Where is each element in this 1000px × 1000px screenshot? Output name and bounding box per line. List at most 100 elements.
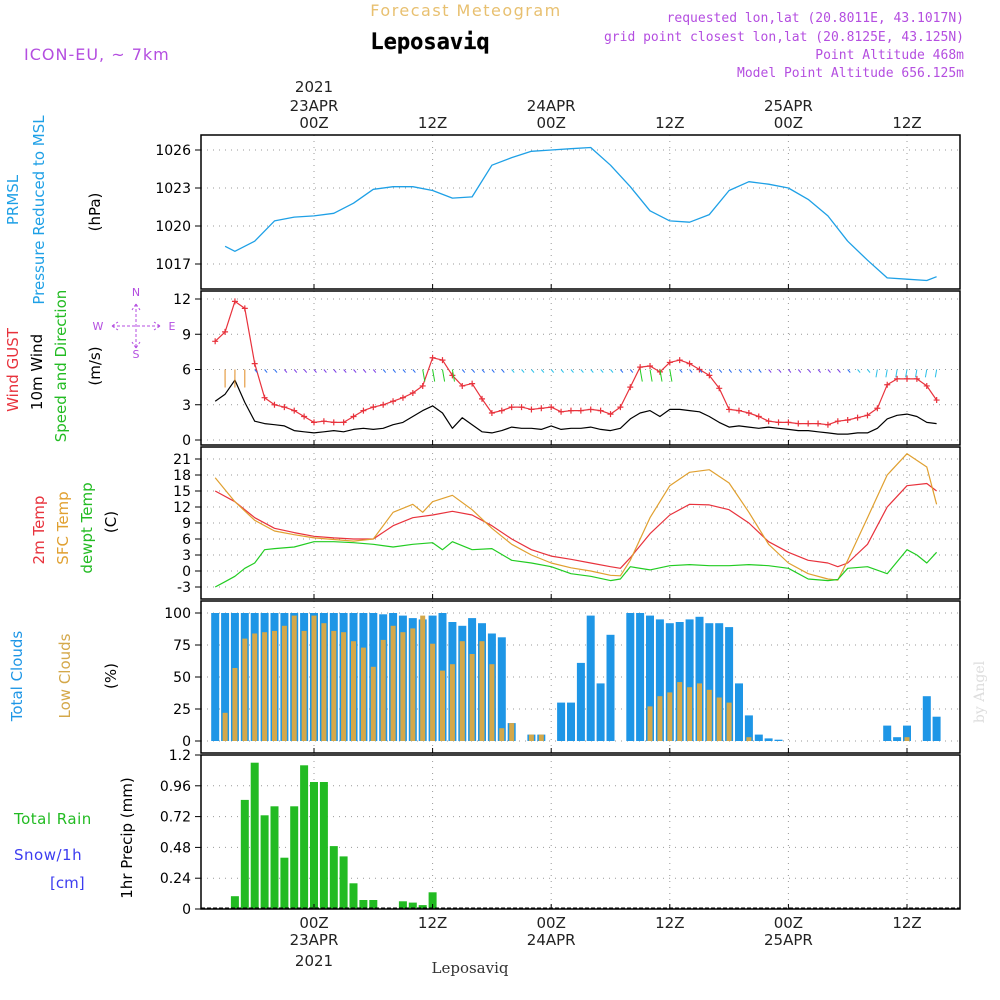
wind-direction-arrow	[679, 369, 683, 373]
wind-direction-arrow	[412, 369, 416, 373]
requested-coords: requested lon,lat (20.8011E, 43.1017N)	[667, 11, 964, 26]
point-altitude: Point Altitude 468m	[815, 48, 964, 63]
wind-gust-point	[706, 372, 713, 379]
low-clouds-bar	[489, 664, 495, 741]
wind-direction-arrow	[817, 369, 821, 373]
wind-direction-arrow	[570, 369, 574, 373]
pressure-y-tick-label: 1017	[155, 257, 191, 273]
wind-gust-point	[854, 414, 861, 421]
total-clouds-bar	[606, 634, 615, 741]
low-clouds-bar	[726, 702, 732, 741]
wind-gust-point	[311, 419, 317, 426]
low-clouds-bar	[232, 668, 238, 741]
wind-y-tick-label: 6	[182, 363, 191, 379]
wind-gust-point	[479, 395, 486, 402]
wind-direction-arrow	[333, 369, 337, 373]
wind-direction-arrow	[501, 369, 505, 373]
low-clouds-bar	[420, 615, 426, 741]
wind-direction-arrow	[905, 369, 908, 378]
wind-direction-arrow	[372, 369, 377, 373]
clouds-y-tick-label: 100	[164, 606, 191, 622]
wind-direction-arrow	[610, 369, 614, 373]
wind-gust-point	[281, 404, 288, 411]
rain-bar	[280, 857, 289, 909]
low-clouds-bar	[331, 630, 337, 741]
wind-y-tick-label: 0	[182, 433, 191, 449]
wind-y-tick-label: 9	[182, 327, 191, 343]
top-time-tick-label: 24APR	[527, 97, 576, 115]
precip-panel-frame	[200, 754, 961, 910]
total-clouds-bar	[221, 613, 230, 741]
wind-direction-arrow	[511, 369, 515, 373]
wind-gust-point	[548, 404, 555, 411]
low-clouds-bar	[479, 641, 485, 741]
wind-gust-point	[449, 372, 456, 379]
wind-gust-point	[558, 408, 565, 415]
wind-direction-arrow	[451, 369, 455, 382]
wind-direction-arrow	[590, 369, 594, 373]
wind-gust-point	[390, 398, 397, 405]
top-time-tick-label: 25APR	[764, 97, 813, 115]
wind-direction-arrow	[303, 369, 308, 373]
total-clouds-bar	[715, 623, 724, 741]
rain-bar	[349, 883, 358, 909]
low-clouds-bar	[291, 615, 297, 741]
low-clouds-bar	[459, 641, 465, 741]
total-clouds-bar	[586, 615, 595, 741]
clouds-panel-frame	[200, 600, 961, 754]
product-title: Forecast Meteogram	[370, 1, 561, 20]
wind-gust-point	[231, 298, 238, 305]
clouds-unit-label: (%)	[102, 663, 120, 689]
temp-y-tick-label: 12	[173, 500, 191, 516]
wind-gust-point	[301, 413, 308, 420]
credit-watermark: by Angel	[972, 660, 988, 723]
compass-w: W	[93, 320, 104, 333]
wind-gust-line	[214, 300, 938, 426]
low-clouds-bar	[667, 692, 673, 741]
model-altitude: Model Point Altitude 656.125m	[737, 66, 964, 81]
rain-label: Total Rain	[13, 810, 92, 828]
low-clouds-bar	[677, 682, 683, 741]
rain-bar	[408, 902, 417, 909]
wind-gust-point	[459, 382, 466, 389]
precip-axis-label: 1hr Precip (mm)	[118, 777, 136, 898]
wind-y-tick-label: 3	[182, 398, 191, 414]
pressure-line	[847, 240, 937, 282]
low-clouds-bar	[687, 687, 693, 741]
wind-gust-point	[261, 394, 268, 401]
wind-gust-point	[340, 419, 347, 426]
wind-gust-point	[666, 359, 673, 366]
wind-gust-point	[637, 364, 644, 371]
total-clouds-bar	[576, 662, 585, 741]
total-clouds-bar	[567, 702, 575, 741]
wind-gust-point	[627, 384, 634, 391]
compass-s: S	[133, 348, 140, 361]
wind-label: 10m Wind	[28, 334, 46, 410]
wind-gust-point	[222, 328, 229, 335]
rain-bar	[339, 856, 348, 909]
wind-gust-point	[716, 385, 723, 392]
pressure-desc-label: Pressure Reduced to MSL	[30, 115, 48, 305]
wind-gust-point	[577, 407, 584, 414]
wind-gust-point	[518, 404, 525, 411]
low-clouds-bar	[311, 615, 317, 741]
bottom-year-label: 2021	[295, 952, 333, 970]
wind-gust-point	[469, 380, 476, 387]
wind-gust-point	[330, 419, 337, 426]
wind-direction-arrow	[768, 369, 772, 373]
wind-direction-arrow	[718, 369, 723, 373]
wind-direction-arrow	[264, 369, 268, 373]
low-clouds-bar	[262, 632, 268, 741]
wind-direction-arrow	[689, 369, 693, 373]
bottom-time-tick-label: 25APR	[764, 931, 813, 949]
wind-gust-point	[735, 407, 742, 414]
low-clouds-bar	[449, 664, 455, 741]
bottom-time-tick-label: 00Z	[774, 914, 803, 932]
total-clouds-bar	[705, 623, 714, 741]
temp-y-tick-label: 3	[182, 548, 191, 564]
wind-direction-arrow	[639, 369, 643, 382]
wind-direction-arrow	[274, 369, 278, 373]
wind-gust-point	[320, 418, 327, 425]
total-clouds-bar	[665, 623, 674, 741]
rain-bar	[260, 815, 269, 909]
